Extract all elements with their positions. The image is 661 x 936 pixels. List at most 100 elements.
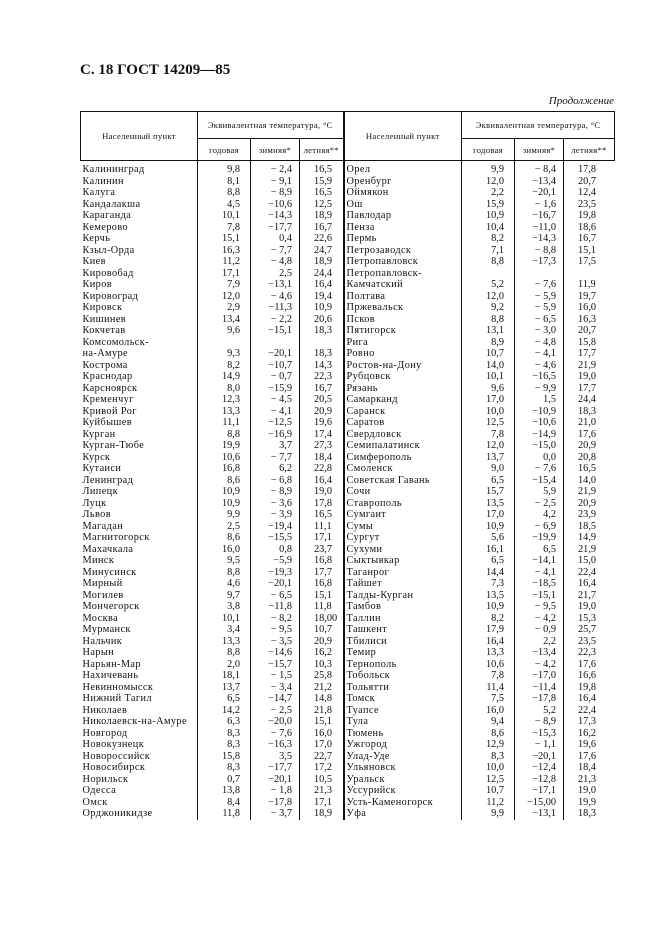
left-winter-temp: − 3,4 [250, 681, 300, 693]
left-summer-temp: 18,3 [298, 325, 344, 337]
left-year-temp: 13,7 [197, 681, 251, 693]
left-winter-temp: −17,8 [250, 796, 300, 808]
left-winter-temp: − 9,5 [250, 624, 300, 636]
right-place-name: Ташкент [342, 624, 462, 636]
right-summer-temp: 19,8 [563, 681, 615, 693]
right-summer-temp: 16,3 [563, 313, 615, 325]
right-summer-temp: 17,6 [563, 658, 615, 670]
right-winter-temp: − 2,5 [514, 497, 564, 509]
left-place-name: Курган [82, 428, 116, 440]
table-row: Комсомольск- Рига 8,9− 4,8 15,8 [81, 336, 615, 348]
left-summer-temp: 11,8 [298, 601, 344, 613]
right-winter-temp: −14,3 [514, 233, 564, 245]
left-year-temp: 3,8 [197, 601, 251, 613]
left-year-temp: 13,4 [197, 313, 251, 325]
left-summer-temp: 17,8 [298, 497, 344, 509]
left-place-name: Караганда [82, 210, 132, 221]
right-place-name: Таганрог [342, 566, 462, 578]
left-place-name: Николаев [82, 704, 128, 716]
left-year-temp: 8,3 [197, 727, 251, 739]
right-summer-temp: 21,3 [563, 773, 615, 785]
right-summer-temp: 18,5 [563, 520, 615, 532]
left-winter-temp: −20,1 [250, 773, 300, 785]
table-row: Нижний Тагил 6,5 −14,7 14,8 Томск 7,5 −17,8 16,… [81, 693, 615, 705]
left-summer-temp: 18,00 [298, 612, 344, 624]
right-year-temp: 10,6 [461, 658, 515, 670]
right-summer-temp: 19,0 [563, 785, 615, 797]
left-summer-temp: 17,7 [298, 566, 344, 578]
right-winter-temp: − 4,1 [514, 348, 564, 360]
right-summer-temp: 20,9 [563, 440, 615, 452]
left-year-temp: 6,3 [197, 716, 251, 728]
right-winter-temp: − 8,8 [514, 244, 564, 256]
left-place-name: Кривой Рог [82, 405, 137, 417]
left-winter-temp: −15,7 [250, 658, 300, 670]
left-year-temp: 8,8 [197, 566, 251, 578]
left-year-temp: 10,1 [197, 612, 251, 624]
left-year-temp: 9,7 [197, 589, 251, 601]
left-place-name: Краснодар [82, 371, 133, 382]
right-year-temp: 7,8 [461, 670, 515, 682]
left-place-name: Калуга [82, 187, 116, 198]
left-summer-temp [298, 336, 344, 348]
right-year-temp: 9,2 [461, 302, 515, 314]
left-winter-temp: − 1,8 [250, 785, 300, 797]
left-year-temp: 13,8 [197, 785, 251, 797]
left-year-temp: 10,6 [197, 451, 251, 463]
right-place-name: Пятигорск [342, 325, 462, 337]
left-winter-temp: − 4,5 [250, 394, 300, 406]
right-year-temp: 9,9 [461, 160, 515, 176]
right-summer-temp: 17,8 [563, 160, 615, 176]
left-winter-temp: −10,7 [250, 359, 300, 371]
right-year-temp: 13,5 [461, 497, 515, 509]
left-summer-temp: 14,3 [298, 359, 344, 371]
right-place-name: Таллин [342, 612, 462, 624]
right-place-name: Сургут [342, 532, 462, 544]
left-summer-temp: 22,7 [298, 750, 344, 762]
table-row: Норильск 0,7 −20,1 10,5 Уральск 12,5 −12,8 21,3 [81, 773, 615, 785]
left-summer-temp: 17,0 [298, 739, 344, 751]
header-summer-left: летняя** [298, 138, 345, 161]
right-place-name: Полтава [342, 290, 462, 302]
right-year-temp: 13,5 [461, 589, 515, 601]
header-temp-right: Эквивалентная температура, °С [461, 111, 616, 139]
left-year-temp [197, 336, 251, 348]
header-year-left: годовая [197, 138, 251, 161]
right-year-temp: 8,8 [461, 313, 515, 325]
left-year-temp: 16,0 [197, 543, 251, 555]
right-place-name: Сумгаит [342, 509, 462, 521]
left-summer-temp: 21,8 [298, 704, 344, 716]
right-place-name: Сыктывкар [342, 555, 462, 567]
right-place-name: Усть-Каменогорск [342, 796, 462, 808]
table-row: Мурманск 3,4− 9,5 10,7 Ташкент 17,9− 0,9 25,7 [81, 624, 615, 636]
right-year-temp: 14,4 [461, 566, 515, 578]
header-place-right: Населенный пункт [342, 111, 463, 161]
right-winter-temp: −12,8 [514, 773, 564, 785]
right-year-temp: 10,4 [461, 221, 515, 233]
right-summer-temp: 17,7 [563, 382, 615, 394]
right-summer-temp [563, 267, 615, 279]
right-place-name: Псков [342, 313, 462, 325]
left-place-name: Мончегорск [82, 601, 140, 612]
right-summer-temp: 12,4 [563, 187, 615, 199]
right-summer-temp: 17,3 [563, 716, 615, 728]
right-winter-temp: − 4,2 [514, 612, 564, 624]
left-winter-temp: − 7,7 [250, 244, 300, 256]
right-place-name: Рига [342, 336, 462, 348]
left-winter-temp: 0,4 [250, 233, 300, 245]
left-winter-temp: −16,3 [250, 739, 300, 751]
right-summer-temp: 15,1 [563, 244, 615, 256]
right-winter-temp: −20,1 [514, 187, 564, 199]
right-place-name: Оренбург [342, 175, 462, 187]
right-summer-temp: 19,6 [563, 739, 615, 751]
right-year-temp: 13,3 [461, 647, 515, 659]
right-summer-temp: 19,8 [563, 210, 615, 222]
left-winter-temp: −14,6 [250, 647, 300, 659]
right-place-name: Уфа [342, 808, 462, 820]
left-winter-temp: −17,7 [250, 221, 300, 233]
table-row: Николаев 14,2− 2,5 21,8 Туапсе 16,0 5,2 22,4 [81, 704, 615, 716]
right-winter-temp: 2,2 [514, 635, 564, 647]
left-year-temp: 6,5 [197, 693, 251, 705]
left-place-name: Омск [82, 796, 108, 808]
